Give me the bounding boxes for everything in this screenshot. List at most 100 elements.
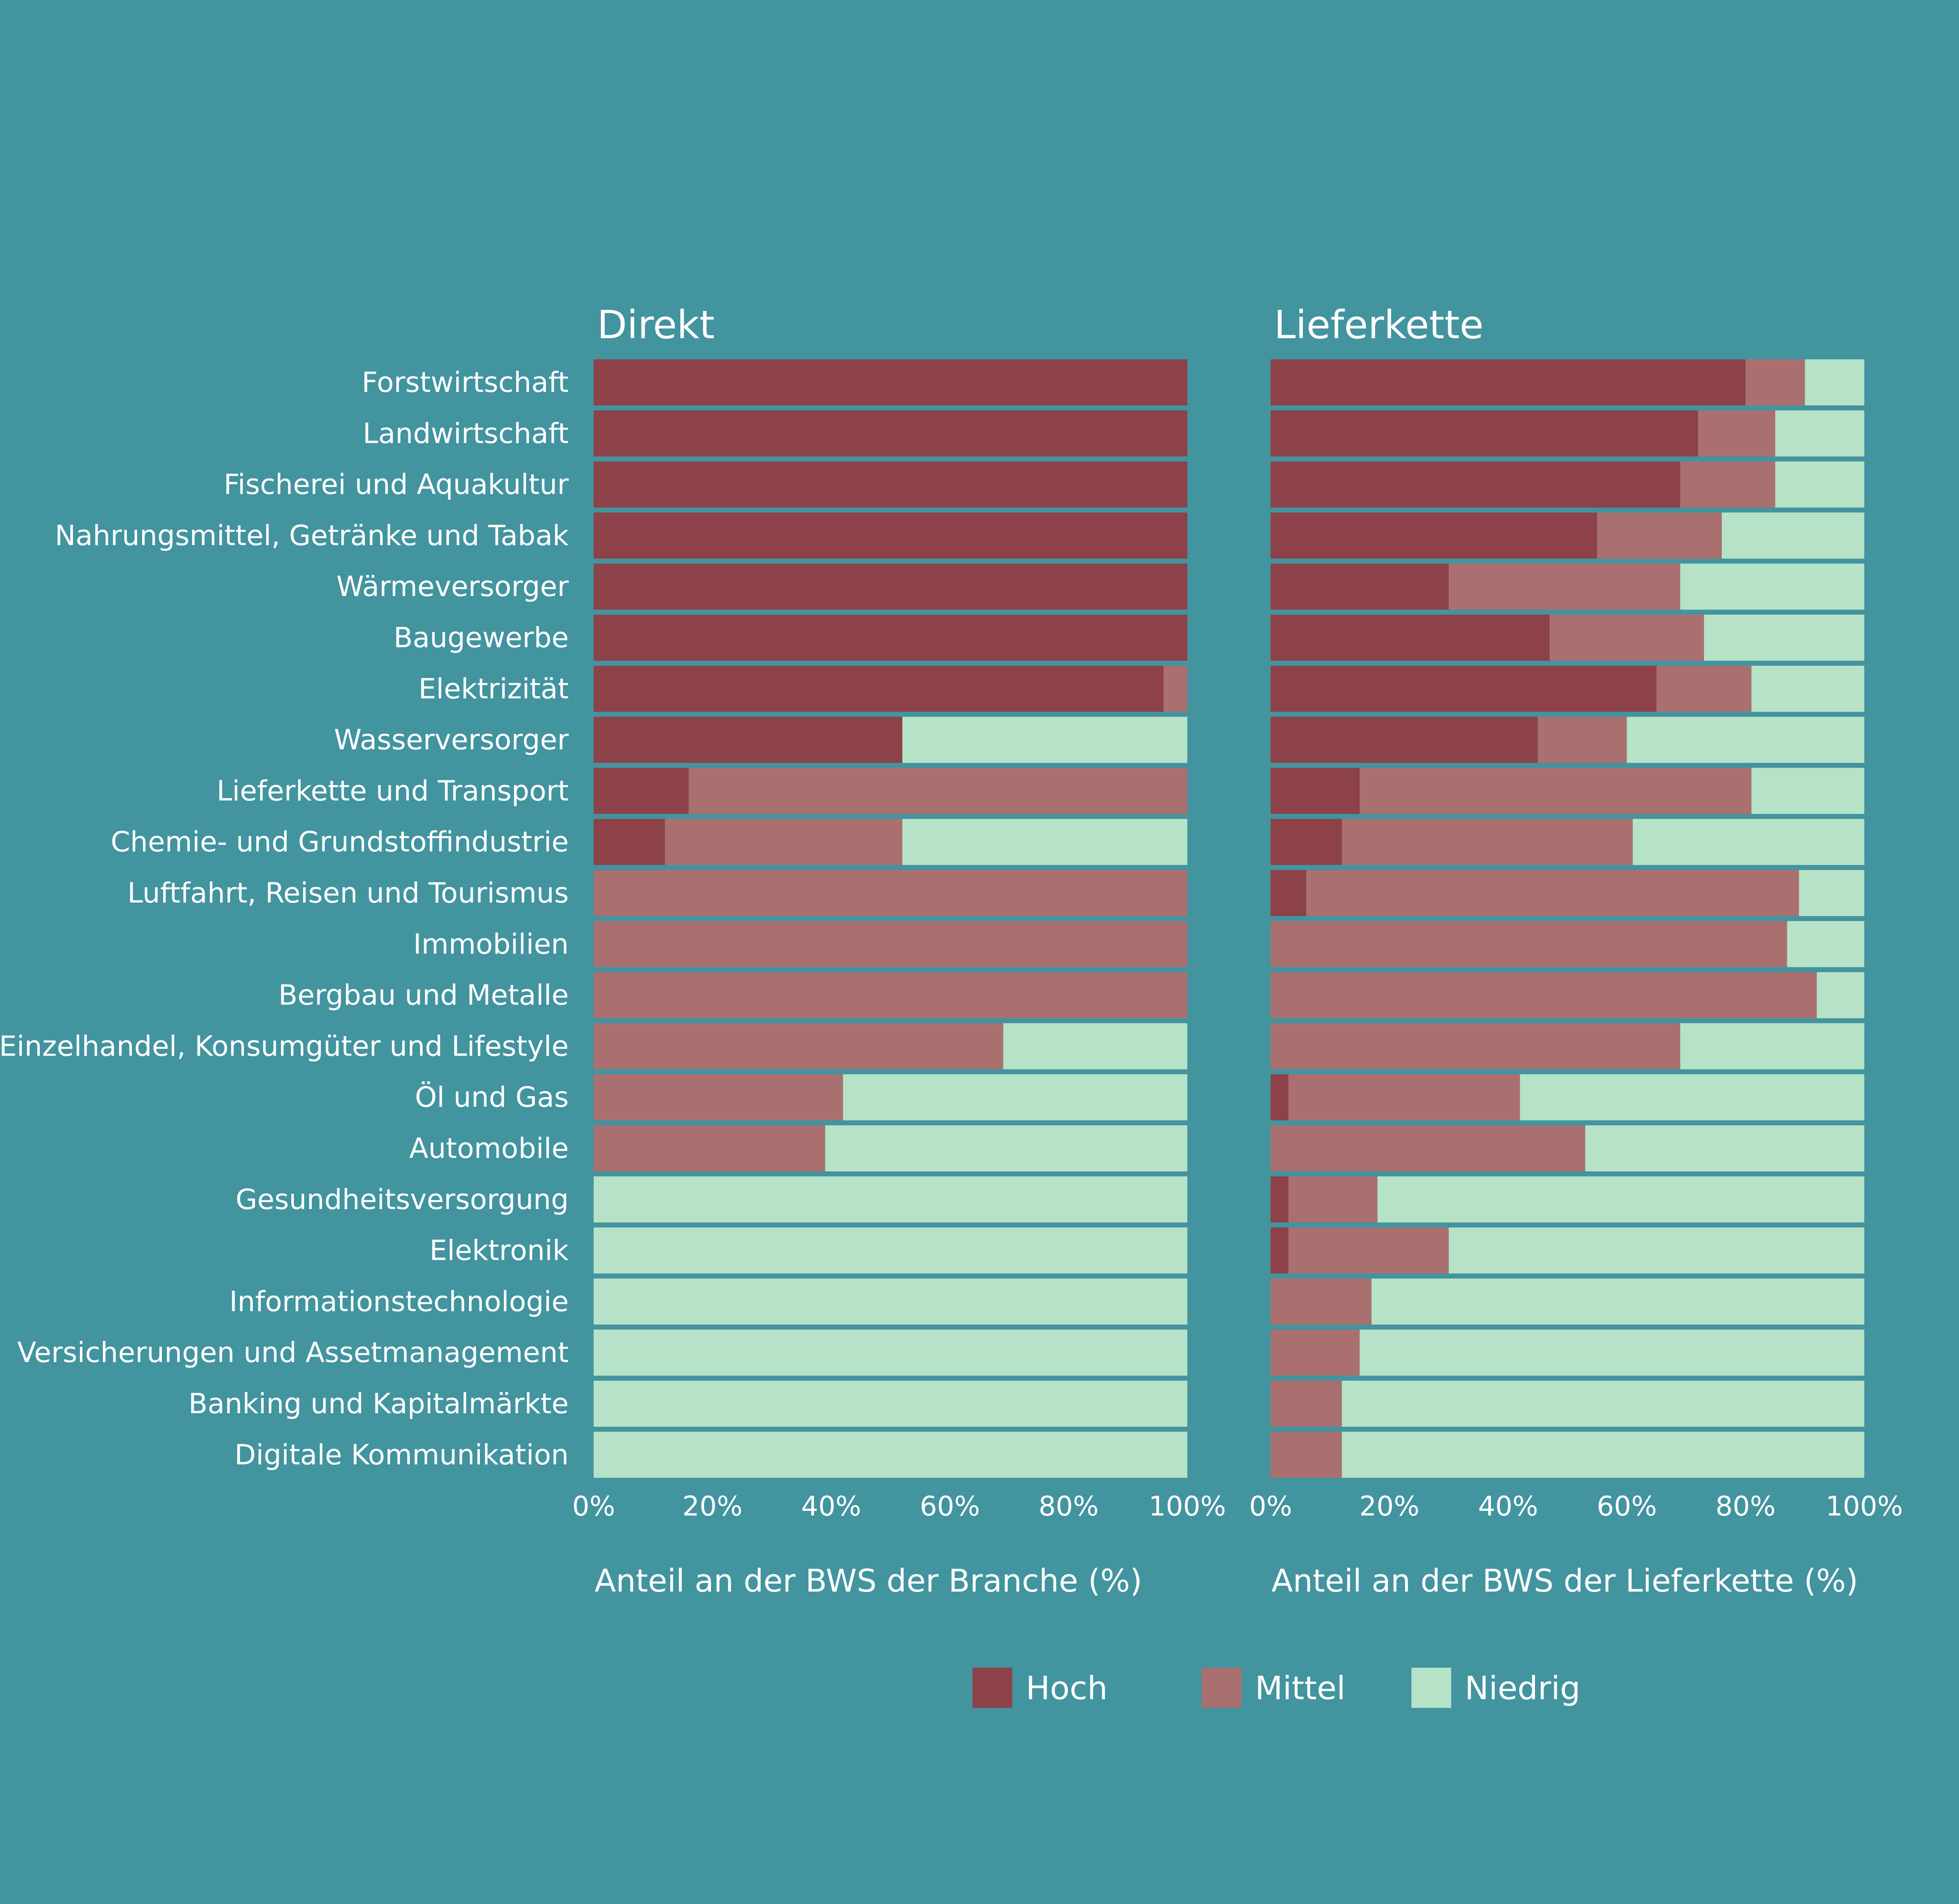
bar-lieferkette-chemie-und-grundstoffindustrie-niedrig — [1633, 819, 1864, 865]
x-tick-direkt-0: 0% — [572, 1491, 615, 1522]
legend-label-niedrig: Niedrig — [1465, 1669, 1581, 1707]
category-label-baugewerbe: Baugewerbe — [394, 621, 569, 654]
bar-lieferkette-digitale-kommunikation-niedrig — [1342, 1431, 1864, 1478]
bar-direkt-forstwirtschaft-hoch — [594, 359, 1187, 405]
bar-direkt-luftfahrt-reisen-und-tourismus-mittel — [594, 870, 1187, 916]
bar-lieferkette-warmeversorger-mittel — [1449, 564, 1680, 610]
x-tick-direkt-1: 20% — [682, 1491, 743, 1522]
category-label-banking-und-kapitalmarkte: Banking und Kapitalmärkte — [189, 1387, 569, 1420]
bar-lieferkette-chemie-und-grundstoffindustrie-mittel — [1342, 819, 1633, 865]
category-label-lieferkette-und-transport: Lieferkette und Transport — [216, 774, 569, 807]
bar-lieferkette-nahrungsmittel-getranke-und-tabak-niedrig — [1722, 512, 1864, 559]
bar-lieferkette-immobilien-mittel — [1271, 921, 1787, 967]
category-label-gesundheitsversorgung: Gesundheitsversorgung — [236, 1183, 569, 1216]
bar-lieferkette-gesundheitsversorgung-mittel — [1288, 1176, 1378, 1223]
bar-lieferkette-elektrizitat-hoch — [1271, 665, 1657, 712]
bar-lieferkette-digitale-kommunikation-mittel — [1271, 1431, 1342, 1478]
category-label-luftfahrt-reisen-und-tourismus: Luftfahrt, Reisen und Tourismus — [127, 877, 569, 909]
bar-direkt-wasserversorger-niedrig — [902, 717, 1187, 763]
bar-direkt-einzelhandel-konsumguter-und-lifestyle-niedrig — [1003, 1023, 1187, 1070]
bar-lieferkette-landwirtschaft-hoch — [1271, 410, 1698, 457]
bar-direkt-lieferkette-und-transport-hoch — [594, 768, 689, 814]
bar-lieferkette-ol-und-gas-niedrig — [1520, 1074, 1864, 1121]
legend-swatch-hoch — [973, 1668, 1012, 1708]
bar-lieferkette-lieferkette-und-transport-niedrig — [1751, 768, 1864, 814]
bar-direkt-chemie-und-grundstoffindustrie-niedrig — [902, 819, 1187, 865]
bar-lieferkette-nahrungsmittel-getranke-und-tabak-hoch — [1271, 512, 1597, 559]
category-label-informationstechnologie: Informationstechnologie — [229, 1285, 569, 1318]
bar-lieferkette-gesundheitsversorgung-hoch — [1271, 1176, 1289, 1223]
x-tick-lieferkette-5: 100% — [1826, 1491, 1903, 1522]
category-label-forstwirtschaft: Forstwirtschaft — [362, 366, 569, 399]
bar-direkt-elektrizitat-mittel — [1163, 665, 1187, 712]
bar-direkt-landwirtschaft-hoch — [594, 410, 1187, 457]
bar-direkt-bergbau-und-metalle-mittel — [594, 972, 1187, 1018]
category-label-nahrungsmittel-getranke-und-tabak: Nahrungsmittel, Getränke und Tabak — [55, 519, 569, 552]
bar-lieferkette-informationstechnologie-niedrig — [1371, 1278, 1864, 1325]
bar-direkt-fischerei-und-aquakultur-hoch — [594, 461, 1187, 508]
x-tick-direkt-5: 100% — [1149, 1491, 1226, 1522]
bar-lieferkette-elektrizitat-niedrig — [1751, 665, 1864, 712]
bar-direkt-wasserversorger-hoch — [594, 717, 903, 763]
bar-direkt-ol-und-gas-mittel — [594, 1074, 843, 1121]
category-label-warmeversorger: Wärmeversorger — [336, 570, 569, 603]
bar-lieferkette-fischerei-und-aquakultur-mittel — [1680, 461, 1775, 508]
bar-direkt-informationstechnologie-niedrig — [594, 1278, 1187, 1325]
bar-lieferkette-lieferkette-und-transport-hoch — [1271, 768, 1360, 814]
bar-lieferkette-elektronik-mittel — [1288, 1227, 1449, 1274]
bar-lieferkette-warmeversorger-niedrig — [1680, 564, 1864, 610]
bar-lieferkette-automobile-niedrig — [1585, 1125, 1864, 1171]
category-label-fischerei-und-aquakultur: Fischerei und Aquakultur — [224, 468, 569, 501]
bar-lieferkette-ol-und-gas-hoch — [1271, 1074, 1289, 1121]
legend-swatch-mittel — [1202, 1668, 1241, 1708]
bar-lieferkette-forstwirtschaft-niedrig — [1805, 359, 1864, 405]
bar-lieferkette-einzelhandel-konsumguter-und-lifestyle-niedrig — [1680, 1023, 1864, 1070]
legend-label-mittel: Mittel — [1255, 1669, 1345, 1707]
category-label-bergbau-und-metalle: Bergbau und Metalle — [278, 979, 569, 1012]
category-label-automobile: Automobile — [409, 1132, 569, 1165]
bar-lieferkette-fischerei-und-aquakultur-niedrig — [1775, 461, 1864, 508]
bar-lieferkette-versicherungen-und-assetmanagement-niedrig — [1359, 1330, 1864, 1376]
bar-lieferkette-luftfahrt-reisen-und-tourismus-niedrig — [1799, 870, 1864, 916]
bar-direkt-warmeversorger-hoch — [594, 564, 1187, 610]
bar-lieferkette-ol-und-gas-mittel — [1288, 1074, 1520, 1121]
legend-label-hoch: Hoch — [1026, 1669, 1108, 1707]
bar-lieferkette-luftfahrt-reisen-und-tourismus-hoch — [1271, 870, 1307, 916]
bar-lieferkette-luftfahrt-reisen-und-tourismus-mittel — [1306, 870, 1799, 916]
bar-lieferkette-informationstechnologie-mittel — [1271, 1278, 1372, 1325]
bar-direkt-banking-und-kapitalmarkte-niedrig — [594, 1381, 1187, 1427]
bar-lieferkette-einzelhandel-konsumguter-und-lifestyle-mittel — [1271, 1023, 1680, 1070]
category-label-ol-und-gas: Öl und Gas — [415, 1081, 569, 1113]
bar-lieferkette-versicherungen-und-assetmanagement-mittel — [1271, 1330, 1360, 1376]
bar-direkt-digitale-kommunikation-niedrig — [594, 1431, 1187, 1478]
bar-lieferkette-nahrungsmittel-getranke-und-tabak-mittel — [1597, 512, 1722, 559]
bar-lieferkette-baugewerbe-niedrig — [1704, 615, 1864, 661]
bar-lieferkette-immobilien-niedrig — [1787, 921, 1864, 967]
bar-lieferkette-lieferkette-und-transport-mittel — [1359, 768, 1752, 814]
category-label-chemie-und-grundstoffindustrie: Chemie- und Grundstoffindustrie — [111, 826, 569, 858]
bar-direkt-elektronik-niedrig — [594, 1227, 1187, 1274]
bar-direkt-chemie-und-grundstoffindustrie-mittel — [665, 819, 903, 865]
category-label-elektrizitat: Elektrizität — [419, 673, 569, 705]
category-label-landwirtschaft: Landwirtschaft — [363, 417, 569, 450]
x-tick-direkt-4: 80% — [1038, 1491, 1099, 1522]
x-tick-lieferkette-4: 80% — [1715, 1491, 1775, 1522]
bar-lieferkette-banking-und-kapitalmarkte-mittel — [1271, 1381, 1342, 1427]
bar-direkt-einzelhandel-konsumguter-und-lifestyle-mittel — [594, 1023, 1003, 1070]
bar-lieferkette-banking-und-kapitalmarkte-niedrig — [1342, 1381, 1864, 1427]
bar-direkt-baugewerbe-hoch — [594, 615, 1187, 661]
x-tick-direkt-3: 60% — [920, 1491, 980, 1522]
bar-direkt-gesundheitsversorgung-niedrig — [594, 1176, 1187, 1223]
panel-title-lieferkette: Lieferkette — [1274, 302, 1484, 347]
bar-lieferkette-wasserversorger-hoch — [1271, 717, 1538, 763]
bar-lieferkette-elektronik-hoch — [1271, 1227, 1289, 1274]
bar-lieferkette-elektronik-niedrig — [1449, 1227, 1864, 1274]
x-tick-lieferkette-0: 0% — [1249, 1491, 1292, 1522]
bar-lieferkette-fischerei-und-aquakultur-hoch — [1271, 461, 1680, 508]
bar-lieferkette-landwirtschaft-mittel — [1698, 410, 1775, 457]
bar-direkt-elektrizitat-hoch — [594, 665, 1164, 712]
bar-direkt-lieferkette-und-transport-mittel — [688, 768, 1187, 814]
bar-direkt-nahrungsmittel-getranke-und-tabak-hoch — [594, 512, 1187, 559]
